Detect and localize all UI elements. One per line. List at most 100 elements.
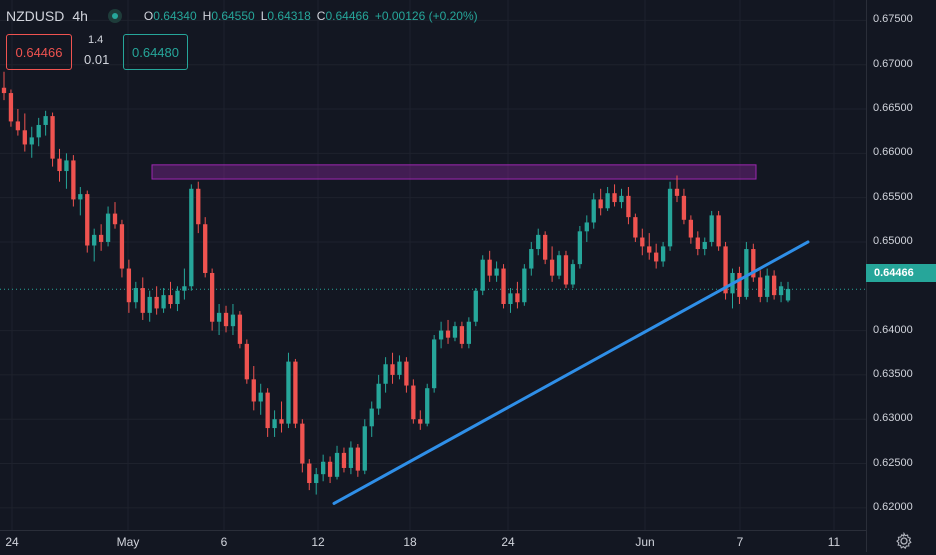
candle-body bbox=[36, 124, 41, 138]
candle-body bbox=[418, 419, 423, 424]
candle-body bbox=[556, 255, 562, 276]
candle-body bbox=[154, 296, 159, 309]
low-label: L bbox=[260, 9, 268, 23]
candle-body bbox=[279, 419, 284, 424]
candle-body bbox=[522, 268, 527, 303]
candle-body bbox=[751, 249, 756, 278]
candle-body bbox=[223, 312, 229, 327]
candle-body bbox=[22, 130, 27, 145]
candle-body bbox=[452, 326, 458, 338]
time-tick-label: Jun bbox=[635, 535, 655, 549]
candle-body bbox=[320, 461, 326, 475]
candle-body bbox=[112, 213, 118, 225]
candle-body bbox=[702, 241, 707, 250]
candle-body bbox=[98, 234, 104, 242]
candle-body bbox=[716, 215, 721, 247]
candle-body bbox=[258, 392, 263, 402]
candle-body bbox=[619, 195, 624, 203]
candle-body bbox=[237, 314, 243, 344]
candle-body bbox=[314, 474, 319, 484]
candle-body bbox=[272, 419, 277, 429]
time-tick-label: 6 bbox=[220, 535, 228, 549]
high-label: H bbox=[202, 9, 212, 23]
time-axis[interactable]: 24 May 6 12 18 24 Jun 7 11 bbox=[0, 530, 866, 552]
change-value: +0.00126 (+0.20%) bbox=[374, 9, 478, 23]
spread-value: 1.4 bbox=[88, 34, 104, 46]
time-tick-label: 18 bbox=[403, 535, 417, 549]
candle-body bbox=[647, 246, 652, 253]
candle-body bbox=[341, 452, 347, 468]
trendline bbox=[332, 240, 810, 505]
price-tick-label: 0.67500 bbox=[873, 13, 913, 26]
candle-body bbox=[168, 295, 173, 304]
quantity-value[interactable]: 0.01 bbox=[84, 52, 110, 67]
candle-body bbox=[383, 364, 388, 384]
candle-body bbox=[480, 259, 485, 291]
candle-body bbox=[57, 158, 62, 172]
candle-body bbox=[71, 160, 76, 200]
candle-body bbox=[43, 116, 48, 125]
candle-body bbox=[536, 234, 541, 250]
symbol-name[interactable]: NZDUSD bbox=[6, 8, 65, 24]
candle-body bbox=[85, 194, 90, 246]
candle-body bbox=[189, 188, 194, 287]
candle-body bbox=[591, 199, 596, 223]
buy-button[interactable]: 0.64480 bbox=[123, 34, 188, 70]
price-tick-label: 0.62000 bbox=[873, 500, 913, 513]
candle-body bbox=[265, 392, 270, 429]
sell-button[interactable]: 0.64466 bbox=[6, 34, 72, 70]
candle-body bbox=[355, 447, 360, 471]
candle-body bbox=[605, 193, 610, 209]
resistance-zone bbox=[151, 164, 757, 180]
candle-body bbox=[640, 237, 645, 247]
candle-body bbox=[425, 388, 430, 424]
candle-body bbox=[286, 361, 291, 424]
time-tick-label: 24 bbox=[501, 535, 515, 549]
price-tick-label: 0.64000 bbox=[873, 323, 913, 336]
candle-body bbox=[508, 293, 513, 304]
time-tick-label: 11 bbox=[827, 535, 841, 549]
candle-body bbox=[494, 268, 499, 276]
candle-body bbox=[681, 195, 687, 220]
candle-body bbox=[397, 361, 402, 375]
candle-body bbox=[709, 215, 714, 242]
candle-body bbox=[501, 268, 506, 304]
candle-body bbox=[50, 116, 55, 159]
candlestick-chart[interactable] bbox=[0, 0, 866, 530]
last-price-label: 0.64466 bbox=[866, 264, 936, 282]
candle-body bbox=[15, 121, 21, 131]
candle-body bbox=[744, 249, 749, 297]
time-tick-label: 7 bbox=[736, 535, 744, 549]
interval-label[interactable]: 4h bbox=[72, 8, 88, 24]
market-status-icon bbox=[107, 9, 122, 23]
time-tick-label: 24 bbox=[5, 535, 19, 549]
candle-body bbox=[785, 288, 791, 301]
candle-body bbox=[598, 199, 603, 209]
candle-body bbox=[64, 160, 69, 172]
candle-body bbox=[667, 188, 673, 247]
candle-body bbox=[362, 426, 367, 471]
candle-body bbox=[293, 361, 298, 424]
price-tick-label: 0.66500 bbox=[873, 102, 913, 114]
candle-body bbox=[175, 290, 180, 304]
candle-body bbox=[466, 321, 472, 344]
candle-body bbox=[244, 343, 249, 380]
candle-body bbox=[327, 461, 333, 477]
price-tick-label: 0.63500 bbox=[873, 367, 913, 380]
candle-body bbox=[300, 423, 305, 464]
candle-body bbox=[251, 379, 256, 402]
gear-icon[interactable] bbox=[895, 531, 913, 550]
candle-body bbox=[182, 286, 187, 291]
candle-body bbox=[515, 293, 520, 303]
candle-body bbox=[307, 463, 312, 484]
chart-plot-area[interactable] bbox=[0, 0, 866, 530]
close-value: 0.64466 bbox=[325, 9, 369, 23]
price-tick-label: 0.66000 bbox=[873, 146, 913, 159]
candle-body bbox=[348, 447, 354, 468]
price-tick-label: 0.62500 bbox=[873, 456, 913, 469]
candle-body bbox=[626, 195, 631, 218]
candle-body bbox=[771, 275, 777, 296]
candle-body bbox=[8, 93, 14, 122]
candle-body bbox=[404, 361, 409, 386]
